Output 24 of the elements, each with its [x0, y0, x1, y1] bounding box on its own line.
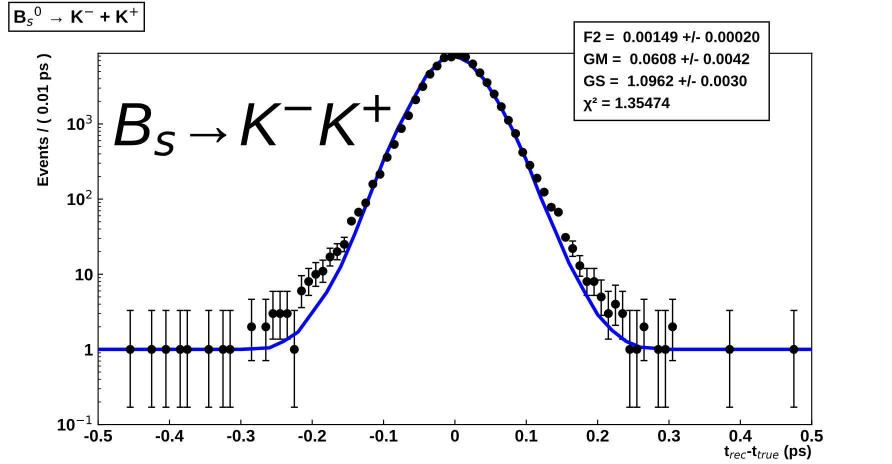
- y-tick-label: 10$^{2}$: [68, 190, 92, 206]
- y-tick-label: 10: [76, 268, 93, 280]
- x-tick-label: -0.1: [370, 430, 398, 442]
- annotation: GM = 0.0608 +/- 0.0042: [584, 53, 750, 64]
- y-tick-label: 10$^{−1}$: [58, 416, 92, 431]
- x-tick-label: -0.4: [156, 430, 184, 442]
- x-tick-label: -0.5: [84, 430, 112, 442]
- x-tick-label: -0.2: [298, 430, 326, 442]
- x-tick-label: 0.2: [586, 430, 609, 442]
- x-tick-label: 0.3: [658, 430, 680, 442]
- annotation: GS = 1.0962 +/- 0.0030: [584, 75, 747, 86]
- x-tick-label: 0.1: [515, 430, 538, 442]
- text: F2 = 0.00149 +/- 0.00020: [584, 31, 760, 42]
- y-axis-title: Events / ( 0.01 ps ): [36, 54, 52, 186]
- x-tick-label: -0.3: [227, 430, 255, 442]
- annotation: χ² = 1.35474: [583, 97, 670, 112]
- x-axis-title: t$_{rec}$-t$_{true}$ (ps): [724, 444, 811, 460]
- x-tick-label: 0: [450, 430, 459, 442]
- y-tick-label: 1: [85, 344, 93, 356]
- chart-title: B$_{s}$$^{0}$ → K$^{−}$ + K$^{+}$: [14, 6, 138, 26]
- y-tick-label: 10$^{3}$: [68, 114, 92, 130]
- x-tick-label: 0.4: [729, 430, 752, 442]
- annotation: B$_{s}$→K$^{−}$K$^{+}$: [114, 95, 390, 156]
- x-tick-label: 0.5: [800, 430, 823, 442]
